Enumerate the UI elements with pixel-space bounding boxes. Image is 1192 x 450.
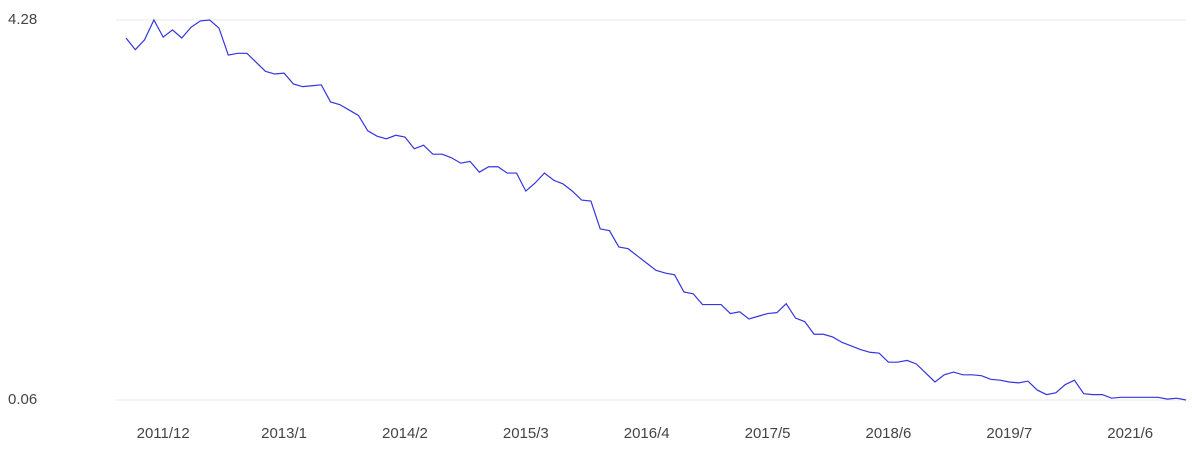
x-tick-label: 2021/6 bbox=[1107, 425, 1153, 442]
x-tick-label: 2014/2 bbox=[382, 425, 428, 442]
x-tick-label: 2015/3 bbox=[503, 425, 549, 442]
y-tick-label: 4.28 bbox=[8, 11, 37, 28]
x-tick-label: 2013/1 bbox=[261, 425, 307, 442]
x-tick-label: 2016/4 bbox=[624, 425, 670, 442]
line bbox=[125, 18, 1187, 401]
x-tick-label: 2018/6 bbox=[866, 425, 912, 442]
x-tick-label: 2019/7 bbox=[986, 425, 1032, 442]
x-tick-label: 2011/12 bbox=[137, 425, 190, 442]
y-tick-label: 0.06 bbox=[8, 391, 37, 408]
x-tick-label: 2017/5 bbox=[745, 425, 791, 442]
